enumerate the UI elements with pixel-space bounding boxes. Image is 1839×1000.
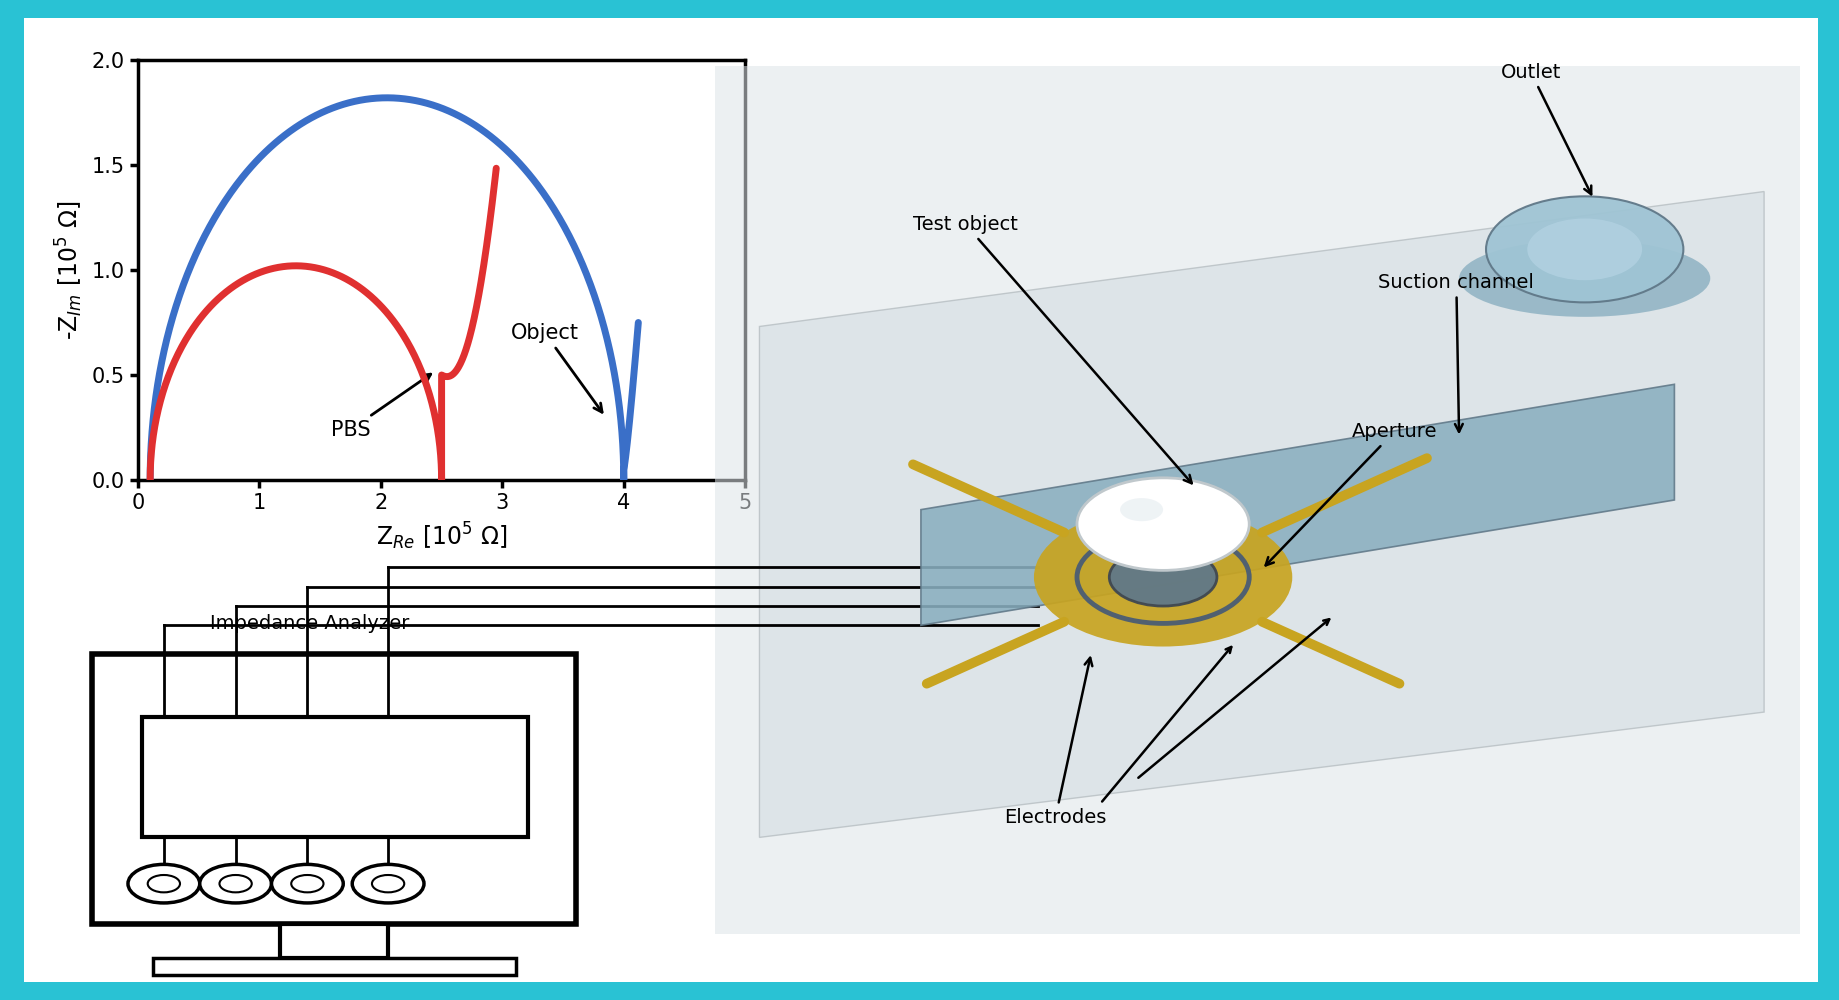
Circle shape xyxy=(1034,508,1291,647)
Bar xyxy=(92,654,576,924)
Ellipse shape xyxy=(1458,240,1710,317)
Circle shape xyxy=(129,864,200,903)
Circle shape xyxy=(219,875,252,892)
Polygon shape xyxy=(760,192,1764,837)
Y-axis label: -Z$_{Im}$ [10$^5$ $\Omega$]: -Z$_{Im}$ [10$^5$ $\Omega$] xyxy=(53,200,85,340)
Text: Outlet: Outlet xyxy=(1501,63,1591,194)
Circle shape xyxy=(1076,478,1249,570)
Text: Impedance Analyzer: Impedance Analyzer xyxy=(210,614,410,633)
Text: Suction channel: Suction channel xyxy=(1377,273,1534,432)
Polygon shape xyxy=(921,384,1673,625)
Circle shape xyxy=(351,864,423,903)
Circle shape xyxy=(147,875,180,892)
Text: Object: Object xyxy=(511,323,601,412)
Circle shape xyxy=(1120,498,1162,521)
Text: PBS: PBS xyxy=(331,374,430,440)
Circle shape xyxy=(1526,219,1640,280)
Bar xyxy=(714,66,1799,934)
Circle shape xyxy=(291,875,324,892)
X-axis label: Z$_{Re}$ [10$^5$ $\Omega$]: Z$_{Re}$ [10$^5$ $\Omega$] xyxy=(375,520,508,552)
Bar xyxy=(153,958,515,975)
Bar xyxy=(280,924,388,958)
Circle shape xyxy=(272,864,344,903)
Circle shape xyxy=(1486,196,1683,302)
Circle shape xyxy=(200,864,272,903)
Text: Electrodes: Electrodes xyxy=(1004,658,1105,827)
Text: Aperture: Aperture xyxy=(1265,422,1436,565)
Text: Test object: Test object xyxy=(912,215,1192,483)
Bar xyxy=(142,717,528,837)
Circle shape xyxy=(371,875,405,892)
Circle shape xyxy=(1109,548,1216,606)
